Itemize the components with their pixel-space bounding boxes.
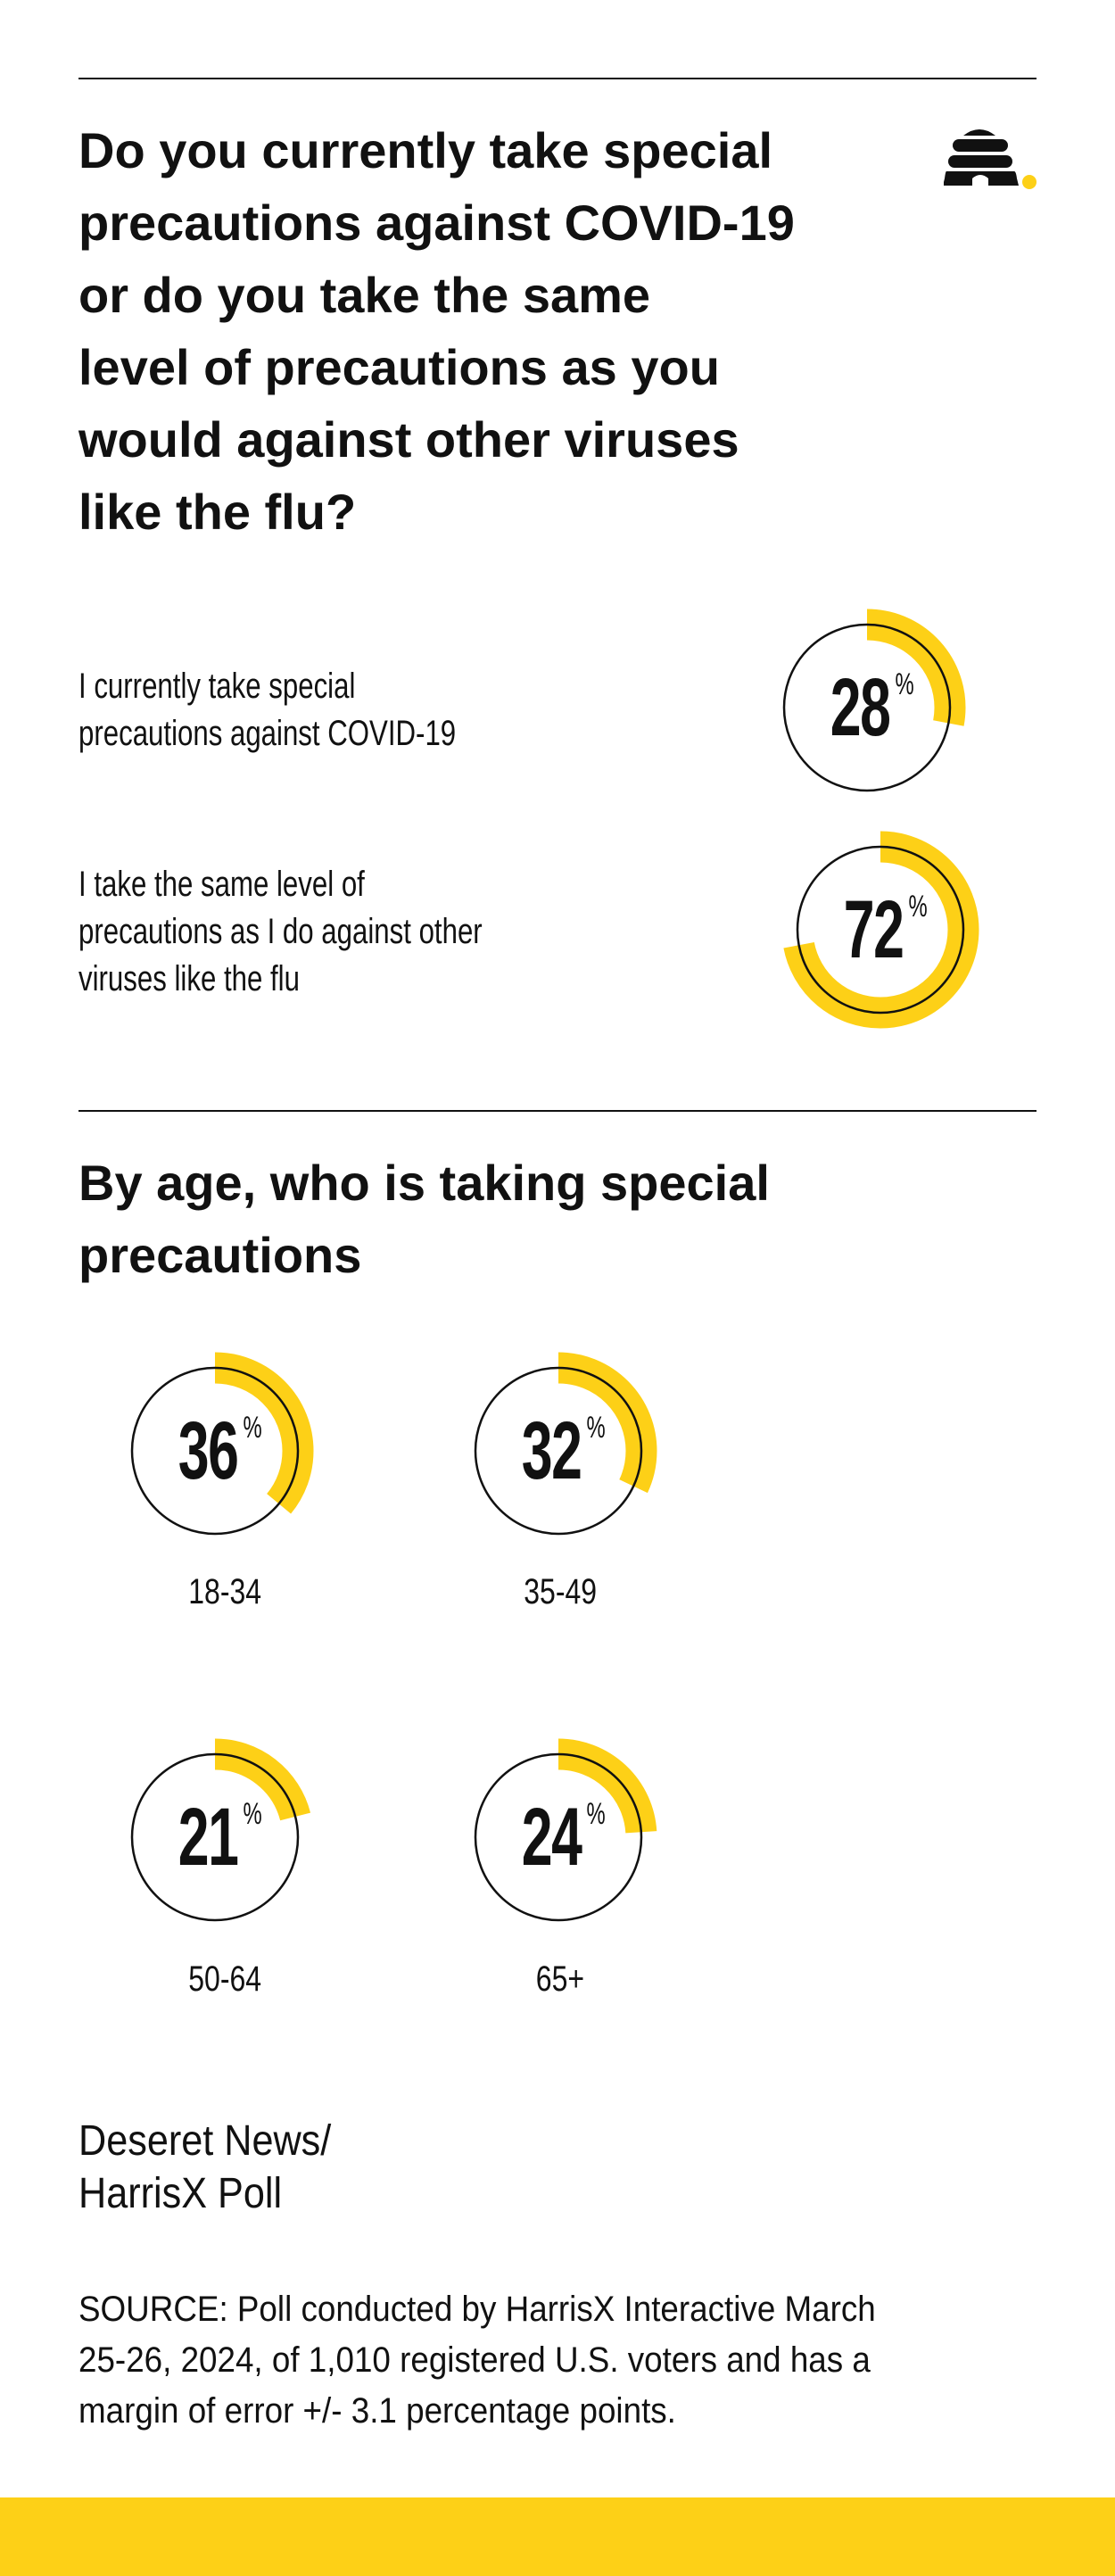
donut-ring <box>130 1752 300 1922</box>
label-line: I take the same level of <box>78 865 365 904</box>
poll-credit: Deseret News/ HarrisX Poll <box>78 2115 359 2220</box>
donut-svg <box>781 831 979 1029</box>
age-label-text: 35-49 <box>524 1572 597 1611</box>
label-line: viruses like the flu <box>78 959 300 998</box>
value-label: 24 <box>521 1791 582 1883</box>
source-line: 25-26, 2024, of 1,010 registered U.S. vo… <box>78 2340 871 2380</box>
credit-line: HarrisX Poll <box>78 2170 283 2217</box>
beehive-icon <box>944 129 1037 189</box>
age-label: 18-34 <box>109 1572 341 1612</box>
page-title: Do you currently take special precaution… <box>78 114 795 548</box>
section-divider <box>78 1110 1037 1112</box>
age-label-text: 65+ <box>535 1959 585 1999</box>
donut-ring <box>474 1366 643 1536</box>
title-line: would against other viruses <box>78 411 739 468</box>
source-line: margin of error +/- 3.1 percentage point… <box>78 2391 676 2431</box>
donut-ring <box>474 1752 643 1922</box>
donut-svg <box>768 609 966 807</box>
percent-sign: % <box>895 667 914 701</box>
title-line: level of precautions as you <box>78 339 720 395</box>
source-note: SOURCE: Poll conducted by HarrisX Intera… <box>78 2284 1095 2437</box>
age-label: 65+ <box>444 1959 676 2000</box>
label-line: I currently take special <box>78 667 356 706</box>
label-line: precautions as I do against other <box>78 912 483 951</box>
value-label: 32 <box>521 1404 582 1496</box>
percent-sign: % <box>243 1410 262 1445</box>
donut-svg <box>116 1352 314 1550</box>
donut-ring <box>796 845 965 1015</box>
label-line: precautions against COVID-19 <box>78 714 457 753</box>
title-line: precautions against COVID-19 <box>78 195 795 251</box>
section-title-line: By age, who is taking special <box>78 1155 770 1211</box>
title-line: Do you currently take special <box>78 122 773 178</box>
donut-svg <box>459 1738 657 1936</box>
percent-sign: % <box>586 1796 606 1831</box>
donut-age-50-64: 21% <box>99 1721 331 1953</box>
age-label-text: 50-64 <box>188 1959 261 1999</box>
value-label: 21 <box>178 1791 238 1883</box>
source-line: SOURCE: Poll conducted by HarrisX Intera… <box>78 2290 876 2329</box>
donut-same: 72% <box>764 814 996 1046</box>
value-label: 36 <box>178 1404 238 1496</box>
donut-svg <box>459 1352 657 1550</box>
donut-ring <box>130 1366 300 1536</box>
donut-ring <box>782 623 952 792</box>
credit-line: Deseret News/ <box>78 2117 332 2165</box>
donut-age-18-34: 36% <box>99 1335 331 1567</box>
title-line: like the flu? <box>78 484 357 540</box>
age-label-text: 18-34 <box>188 1572 261 1611</box>
percent-sign: % <box>243 1796 262 1831</box>
donut-age-35-49: 32% <box>442 1335 674 1567</box>
title-line: or do you take the same <box>78 267 651 323</box>
top-divider <box>78 78 1037 79</box>
donut-special: 28% <box>751 592 983 824</box>
answer-label-special: I currently take special precautions aga… <box>78 663 563 758</box>
age-label: 35-49 <box>444 1572 676 1612</box>
age-label: 50-64 <box>109 1959 341 2000</box>
value-label: 28 <box>830 661 890 753</box>
percent-sign: % <box>908 889 928 924</box>
donut-svg <box>116 1738 314 1936</box>
answer-label-same: I take the same level of precautions as … <box>78 861 596 1003</box>
value-label: 72 <box>843 883 904 975</box>
donut-age-65-plus: 24% <box>442 1721 674 1953</box>
footer-bar <box>0 2497 1115 2576</box>
percent-sign: % <box>586 1410 606 1445</box>
section-title-line: precautions <box>78 1227 362 1283</box>
section-title: By age, who is taking special precaution… <box>78 1147 770 1291</box>
